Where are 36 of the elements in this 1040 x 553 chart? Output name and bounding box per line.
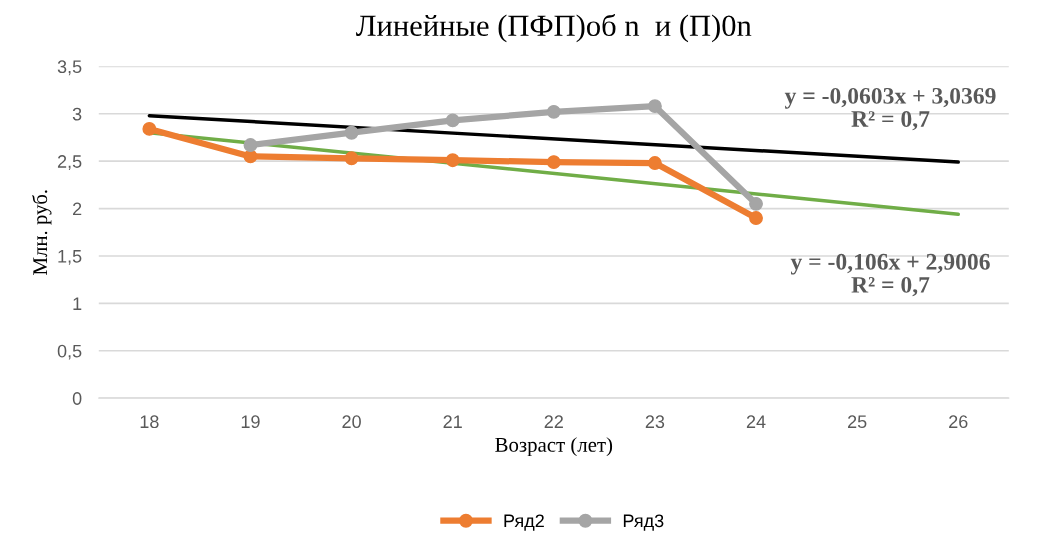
x-tick-label: 26: [949, 415, 968, 429]
x-tick-label: 23: [645, 415, 665, 429]
x-tick-label: 19: [241, 415, 260, 429]
point: [344, 151, 359, 166]
legend-label: Ряд3: [623, 514, 664, 531]
annotation: y = -0,0603x + 3,0369 R² = 0,7: [784, 87, 996, 131]
y-tick-label: 1,5: [58, 250, 82, 265]
annotation: y = -0,106x + 2,9006 R² = 0,7: [790, 253, 990, 297]
y-axis-title: Млн. руб.: [32, 190, 52, 275]
y-tick-label: 2,5: [57, 155, 82, 171]
point: [445, 153, 460, 168]
point: [749, 211, 763, 225]
y-tick-label: 3,5: [57, 60, 82, 76]
chart-title: Линейные (ПФП)об n и (П)0n: [356, 13, 752, 43]
point: [243, 138, 258, 152]
y-tick-label: 0: [72, 392, 82, 405]
x-tick-label: 25: [848, 415, 867, 429]
x-tick-label: 22: [544, 415, 563, 428]
y-tick-label: 0,5: [57, 344, 82, 360]
x-tick-label: 21: [443, 415, 462, 428]
point: [546, 104, 561, 119]
x-tick-label: 20: [342, 415, 361, 429]
x-tick-label: 18: [140, 415, 159, 429]
x-axis-title: Возраст (лет): [495, 437, 613, 457]
point: [749, 196, 763, 211]
point: [647, 156, 662, 171]
y-tick-label: 3: [72, 107, 82, 121]
y-tick-label: 2: [73, 202, 82, 216]
point: [546, 155, 561, 170]
point: [647, 99, 662, 114]
point: [344, 125, 359, 140]
legend-label: Ряд2: [504, 514, 544, 531]
point: [445, 113, 460, 128]
x-tick-label: 24: [746, 415, 766, 428]
point: [142, 121, 157, 136]
y-tick-label: 1: [73, 297, 82, 310]
